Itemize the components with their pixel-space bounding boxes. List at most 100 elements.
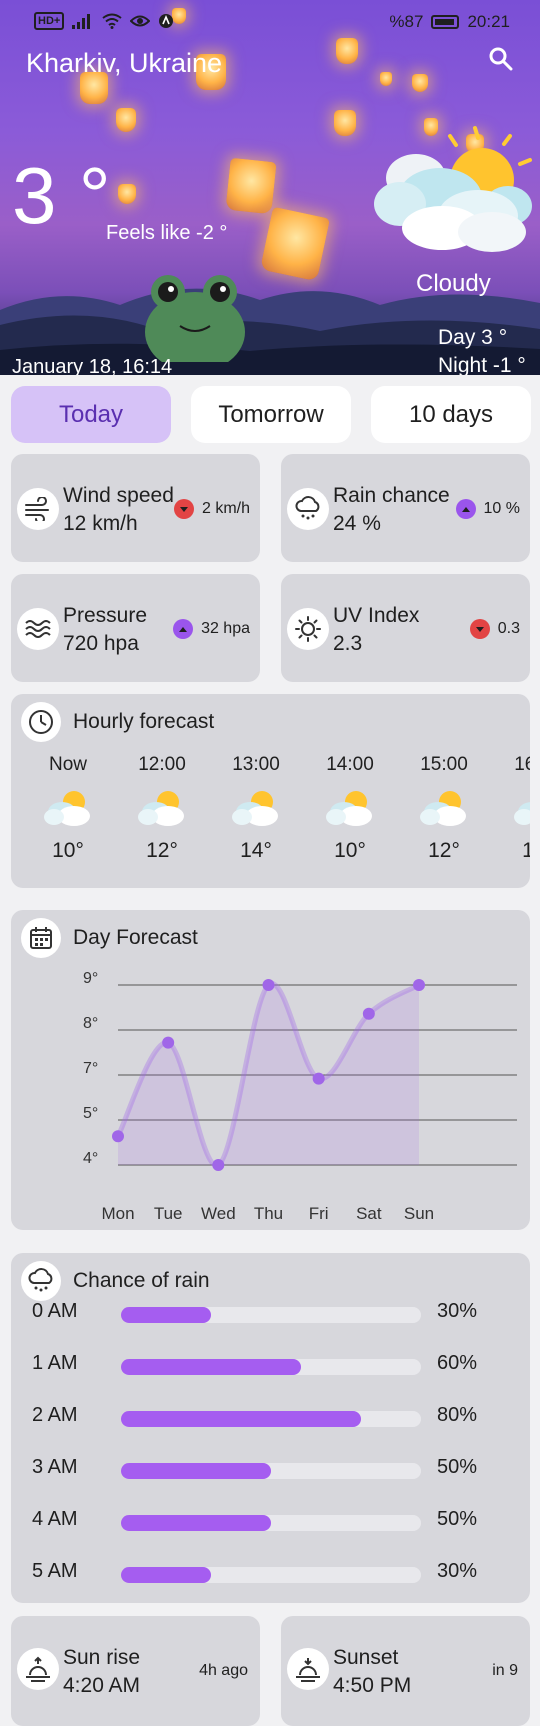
hour-item[interactable]: 16:00 10° <box>493 754 530 863</box>
lantern-decoration <box>118 184 136 204</box>
partly-cloudy-icon <box>138 791 184 826</box>
search-icon[interactable] <box>488 46 514 72</box>
sunset-icon <box>287 1648 329 1690</box>
rain-cloud-icon <box>287 488 329 530</box>
x-tick-label: Thu <box>254 1204 283 1223</box>
uv-index-card[interactable]: UV Index 2.3 0.3 <box>281 574 530 682</box>
hourly-list[interactable]: Now 10° 12:00 12° 13:00 14° 14:00 10° 15… <box>11 754 530 864</box>
rain-percent: 50% <box>437 1508 478 1530</box>
x-tick-label: Sun <box>404 1204 434 1223</box>
hour-temp: 10° <box>334 839 366 862</box>
night-temperature: Night -1 ° <box>438 354 526 375</box>
rain-row: 5 AM 30% <box>21 1557 521 1587</box>
tab-10-days[interactable]: 10 days <box>371 386 531 443</box>
tab-today[interactable]: Today <box>11 386 171 443</box>
hour-item[interactable]: 15:00 12° <box>399 754 489 863</box>
lantern-decoration <box>412 74 428 92</box>
hour-item[interactable]: 12:00 12° <box>117 754 207 863</box>
hour-temp: 12° <box>428 839 460 862</box>
y-tick-label: 7° <box>83 1060 98 1077</box>
sunrise-card[interactable]: Sun rise 4:20 AM 4h ago <box>11 1616 260 1726</box>
stat-change-value: 32 hpa <box>201 620 250 637</box>
rain-time: 1 AM <box>32 1352 78 1374</box>
rain-row: 1 AM 60% <box>21 1349 521 1379</box>
hour-item[interactable]: 14:00 10° <box>305 754 395 863</box>
lantern-decoration <box>380 72 392 86</box>
current-temperature: 3 ° <box>12 151 111 240</box>
hour-item[interactable]: Now 10° <box>23 754 113 863</box>
lantern-decoration <box>225 157 277 215</box>
rain-percent: 80% <box>437 1404 478 1426</box>
data-point[interactable] <box>112 1130 124 1143</box>
data-point[interactable] <box>162 1036 175 1049</box>
pressure-card[interactable]: Pressure 720 hpa 32 hpa <box>11 574 260 682</box>
partly-cloudy-icon <box>326 791 372 826</box>
stat-value: 720 hpa <box>63 632 139 655</box>
section-title: Day Forecast <box>73 926 198 949</box>
lantern-decoration <box>172 8 186 24</box>
rain-chance-card[interactable]: Rain chance 24 % 10 % <box>281 454 530 562</box>
rain-bar-track <box>121 1359 421 1375</box>
frog-mascot-illustration <box>145 275 245 362</box>
eye-icon <box>130 15 151 27</box>
rain-time: 3 AM <box>32 1456 78 1478</box>
battery-percent: %87 <box>389 12 424 31</box>
stat-change-value: 0.3 <box>497 620 520 637</box>
feels-like: Feels like -2 ° <box>106 222 228 244</box>
hour-time: Now <box>48 754 87 775</box>
arrow-down-icon <box>469 619 490 639</box>
wind-speed-card[interactable]: Wind speed 12 km/h 2 km/h <box>11 454 260 562</box>
hour-time: 15:00 <box>420 754 468 775</box>
sunrise-icon <box>17 1648 59 1690</box>
x-tick-label: Sat <box>356 1204 382 1223</box>
rain-time: 0 AM <box>32 1300 78 1322</box>
lantern-decoration <box>80 72 108 104</box>
hour-item[interactable]: 13:00 14° <box>211 754 301 863</box>
y-tick-label: 9° <box>83 970 98 987</box>
hour-temp: 10° <box>52 839 84 862</box>
forecast-tabs: Today Tomorrow 10 days <box>11 386 531 443</box>
x-tick-label: Tue <box>154 1204 183 1223</box>
stat-change-value: 2 km/h <box>201 500 250 517</box>
partly-cloudy-icon <box>514 802 530 825</box>
hour-time: 14:00 <box>326 754 374 775</box>
hourly-forecast-card: Hourly forecast Now 10° 12:00 12° 13:00 … <box>11 694 530 888</box>
data-point[interactable] <box>312 1072 325 1085</box>
data-point[interactable] <box>212 1159 225 1171</box>
partly-cloudy-icon <box>420 791 466 826</box>
sun-icon <box>287 608 329 650</box>
y-tick-label: 4° <box>83 1150 98 1167</box>
x-tick-label: Wed <box>201 1204 236 1223</box>
chance-of-rain-card: Chance of rain 0 AM 30% 1 AM 60% 2 AM 80% 3 AM… <box>11 1253 530 1603</box>
stat-label: Pressure <box>63 604 148 627</box>
rain-bar-fill <box>121 1307 211 1323</box>
stat-change-value: 10 % <box>483 500 520 517</box>
rain-time: 5 AM <box>32 1560 78 1582</box>
tab-tomorrow[interactable]: Tomorrow <box>191 386 351 443</box>
rain-bar-fill <box>121 1463 271 1479</box>
partly-cloudy-icon <box>232 791 278 826</box>
rain-bar-fill <box>121 1359 301 1375</box>
day-temperature: Day 3 ° <box>438 326 508 349</box>
hills-illustration <box>0 288 540 375</box>
rain-row: 3 AM 50% <box>21 1453 521 1483</box>
sunset-card[interactable]: Sunset 4:50 PM in 9 <box>281 1616 530 1726</box>
hour-time: 13:00 <box>232 754 280 775</box>
rain-bar-track <box>121 1567 421 1583</box>
rain-bar-fill <box>121 1515 271 1531</box>
data-point[interactable] <box>413 979 425 991</box>
stat-value: 12 km/h <box>63 512 138 535</box>
wifi-icon <box>102 13 122 29</box>
stat-change: 0.3 <box>469 619 520 639</box>
rain-percent: 30% <box>437 1560 478 1582</box>
sunset-relative: in 9 <box>492 1662 518 1679</box>
rain-cloud-icon <box>21 1261 61 1301</box>
calendar-icon <box>21 918 61 958</box>
lantern-decoration <box>196 54 226 90</box>
data-point[interactable] <box>362 1007 375 1020</box>
section-title: Hourly forecast <box>73 710 215 733</box>
lantern-decoration <box>336 38 358 64</box>
data-point[interactable] <box>262 979 275 991</box>
hour-temp: 12° <box>146 839 178 862</box>
location-title[interactable]: Kharkiv, Ukraine <box>26 48 223 78</box>
